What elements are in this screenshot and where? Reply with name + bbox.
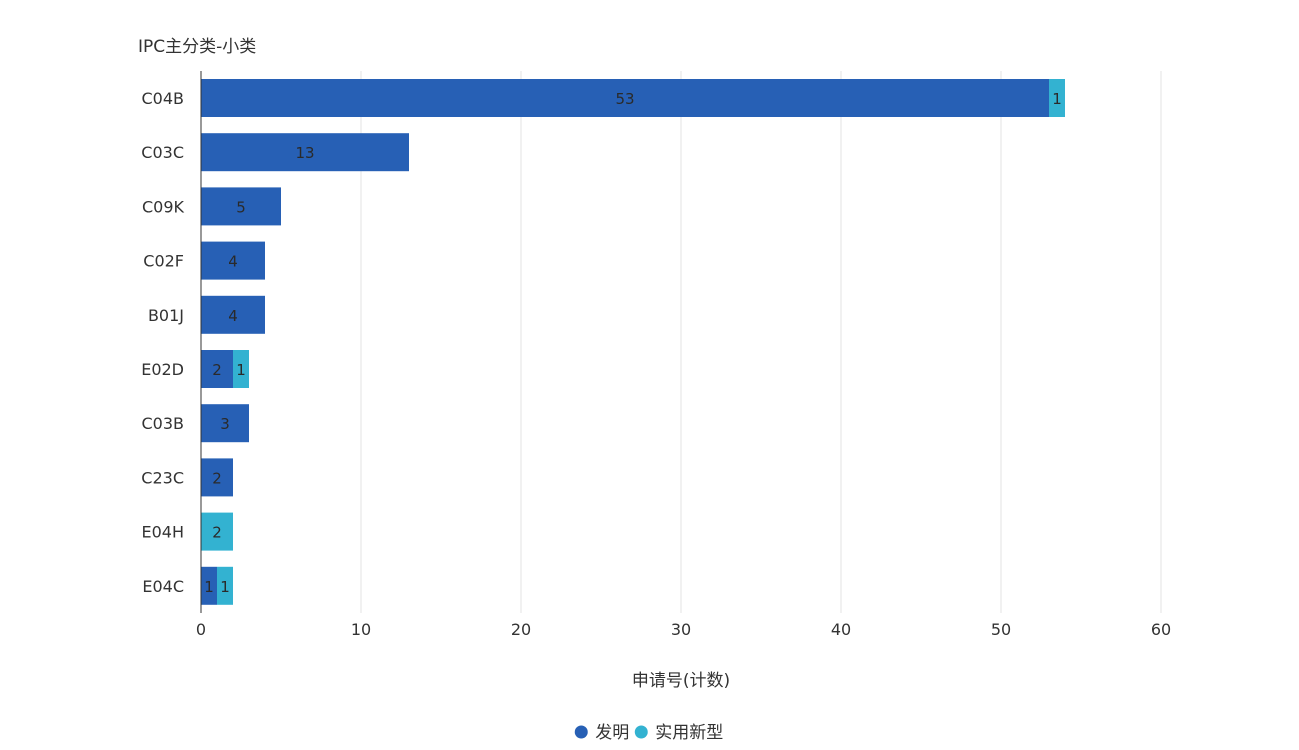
category-label-C03B: C03B [141,414,184,433]
category-label-E04C: E04C [142,577,184,596]
data-label-E02D-发明: 2 [212,361,222,379]
category-label-C03C: C03C [141,143,184,162]
category-label-C09K: C09K [142,197,185,216]
legend-label-发明: 发明 [595,723,629,743]
category-label-E04H: E04H [142,523,185,542]
x-tick-label-20: 20 [511,620,531,639]
x-axis-title: 申请号(计数) [632,671,730,691]
legend-label-实用新型: 实用新型 [655,723,723,743]
category-label-C04B: C04B [141,89,184,108]
x-tick-label-40: 40 [831,620,851,639]
x-tick-label-30: 30 [671,620,691,639]
data-label-E04C-发明: 1 [204,578,214,596]
x-tick-label-10: 10 [351,620,371,639]
category-label-C23C: C23C [141,468,184,487]
legend-item-实用新型[interactable]: 实用新型 [635,723,724,743]
category-labels: C04B C03C C09K C02F B01J E02D C03B C23C E04H E04C [141,89,184,596]
data-label-B01J-发明: 4 [228,307,238,325]
data-label-C04B-发明: 53 [615,90,634,108]
category-label-C02F: C02F [143,252,184,271]
gridlines [361,71,1161,613]
legend[interactable]: 发明 实用新型 [575,723,724,743]
x-tick-label-60: 60 [1151,620,1171,639]
data-label-C03B-发明: 3 [220,415,230,433]
data-label-C03C-发明: 13 [295,144,314,162]
data-label-C23C-发明: 2 [212,469,222,487]
category-label-B01J: B01J [148,306,184,325]
data-label-E04H-实用新型: 2 [212,524,222,542]
legend-item-发明[interactable]: 发明 [575,723,630,743]
data-label-E04C-实用新型: 1 [220,578,230,596]
x-tick-label-50: 50 [991,620,1011,639]
data-label-C04B-实用新型: 1 [1052,90,1062,108]
category-label-E02D: E02D [141,360,184,379]
x-tick-label-0: 0 [196,620,206,639]
data-label-C09K-发明: 5 [236,198,246,216]
y-axis-title: IPC主分类-小类 [138,37,256,57]
data-label-E02D-实用新型: 1 [236,361,246,379]
legend-marker-实用新型 [635,726,648,739]
legend-marker-发明 [575,726,588,739]
x-tick-labels: 0 10 20 30 40 50 60 [196,620,1171,639]
bars: 531135442132211 [201,79,1065,605]
data-label-C02F-发明: 4 [228,253,238,271]
